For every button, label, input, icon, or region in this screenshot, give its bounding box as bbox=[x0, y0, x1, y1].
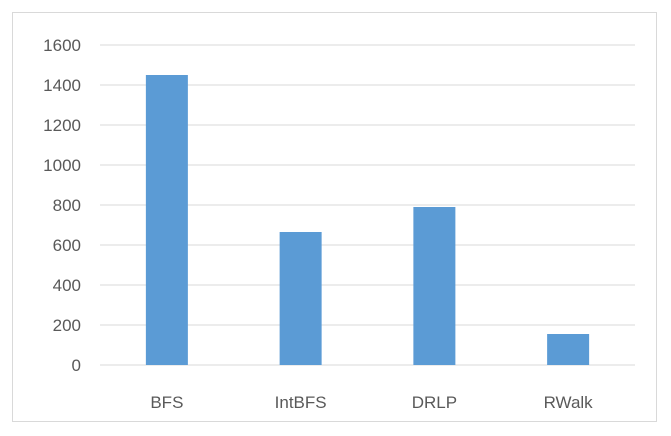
y-tick-label-600: 600 bbox=[53, 236, 81, 255]
x-tick-label-rwalk: RWalk bbox=[544, 393, 594, 412]
x-tick-label-intbfs: IntBFS bbox=[275, 393, 327, 412]
bar-drlp bbox=[413, 207, 456, 365]
y-tick-label-1600: 1600 bbox=[43, 36, 81, 55]
y-tick-label-1000: 1000 bbox=[43, 156, 81, 175]
y-tick-label-0: 0 bbox=[72, 356, 81, 375]
y-tick-label-800: 800 bbox=[53, 196, 81, 215]
y-axis-ticks: 0 200 400 600 800 1000 1200 1400 1600 bbox=[43, 36, 81, 375]
gridlines bbox=[100, 44, 635, 366]
y-tick-label-1400: 1400 bbox=[43, 76, 81, 95]
bar-bfs bbox=[145, 75, 188, 365]
x-axis-ticks: BFS IntBFS DRLP RWalk bbox=[150, 393, 593, 412]
bar-rwalk bbox=[547, 334, 590, 365]
x-tick-label-drlp: DRLP bbox=[412, 393, 457, 412]
y-tick-label-200: 200 bbox=[53, 316, 81, 335]
bars bbox=[145, 75, 590, 365]
bar-intbfs bbox=[279, 232, 322, 365]
x-tick-label-bfs: BFS bbox=[150, 393, 183, 412]
y-tick-label-1200: 1200 bbox=[43, 116, 81, 135]
y-tick-label-400: 400 bbox=[53, 276, 81, 295]
